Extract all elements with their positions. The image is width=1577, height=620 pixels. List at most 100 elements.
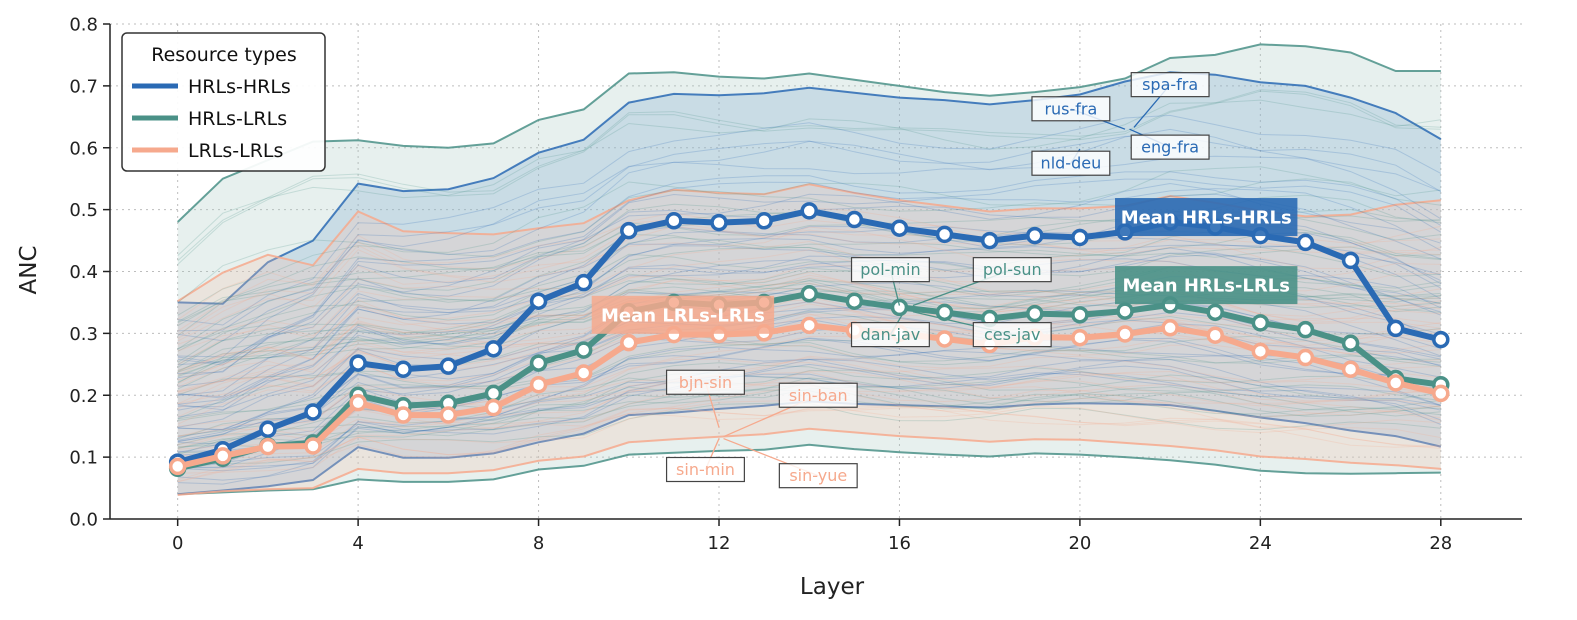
y-tick-label: 0.3 bbox=[69, 324, 98, 345]
annotation-dan-jav: dan-jav bbox=[850, 311, 930, 348]
mean-point-hrl_hrl bbox=[890, 219, 909, 237]
annotation-sin-ban: sin-ban bbox=[723, 382, 858, 438]
annotation-text: ces-jav bbox=[984, 325, 1040, 344]
mean-point-lrl_lrl bbox=[394, 406, 412, 424]
y-tick-label: 0.0 bbox=[69, 510, 98, 531]
pair-line-hrl_lrl bbox=[177, 341, 1441, 420]
mean-label-lrl_lrl: Mean LRLs-LRLs bbox=[591, 295, 775, 334]
pair-line-hrl_hrl bbox=[177, 358, 1441, 472]
pair-line-lrl_lrl bbox=[177, 370, 1441, 449]
band-hrl_lrl bbox=[177, 44, 1441, 495]
pair-line-lrl_lrl bbox=[177, 344, 1441, 427]
mean-point-lrl_lrl bbox=[1116, 325, 1134, 343]
annotation-sin-min: sin-min bbox=[665, 438, 745, 483]
y-tick-label: 0.6 bbox=[69, 138, 98, 159]
pair-line-lrl_lrl bbox=[177, 335, 1441, 425]
pair-line-hrl_lrl bbox=[177, 99, 1441, 256]
y-tick-label: 0.5 bbox=[69, 200, 98, 221]
mean-point-lrl_lrl bbox=[1432, 384, 1450, 403]
mean-point-lrl_lrl bbox=[1341, 360, 1360, 379]
annotation-sin-yue: sin-yue bbox=[723, 437, 858, 489]
annotation-box bbox=[1031, 150, 1111, 176]
mean-point-hrl_hrl bbox=[980, 231, 999, 250]
mean-label-text: Mean HRLs-LRLs bbox=[1122, 276, 1289, 297]
annotation-rus-fra: rus-fra bbox=[1031, 96, 1126, 130]
pair-line-hrl_hrl bbox=[177, 371, 1441, 481]
pair-line-hrl_hrl bbox=[177, 114, 1442, 326]
mean-point-hrl_lrl bbox=[574, 341, 593, 359]
mean-point-lrl_lrl bbox=[484, 398, 503, 417]
pair-line-hrl_lrl bbox=[177, 377, 1441, 446]
annotation-box bbox=[1130, 134, 1210, 160]
legend: Resource types HRLs-HRLs HRLs-LRLs LRLs-… bbox=[121, 32, 326, 172]
pair-line-hrl_hrl bbox=[177, 182, 1441, 366]
mean-point-hrl_hrl bbox=[845, 210, 864, 229]
annotations: Mean HRLs-HRLs Mean HRLs-LRLs Mean LRLs-LR… bbox=[591, 72, 1298, 489]
x-tick-label: 24 bbox=[1249, 533, 1272, 554]
mean-point-lrl_lrl bbox=[439, 406, 458, 424]
annotation-box bbox=[665, 369, 745, 395]
pair-line-lrl_lrl bbox=[177, 226, 1441, 336]
pair-line-hrl_lrl bbox=[177, 166, 1441, 304]
pair-line-hrl_lrl bbox=[177, 332, 1441, 420]
band-lrl_lrl bbox=[177, 184, 1441, 495]
mean-point-lrl_lrl bbox=[1161, 319, 1179, 337]
mean-point-lrl_lrl bbox=[1251, 342, 1270, 361]
x-tick-label: 12 bbox=[708, 533, 731, 554]
mean-point-hrl_hrl bbox=[1432, 330, 1450, 349]
mean-label-box bbox=[591, 295, 775, 334]
mean-point-hrl_lrl bbox=[1341, 334, 1360, 353]
mean-label-text: Mean LRLs-LRLs bbox=[601, 305, 765, 326]
axes: 0.0 0.1 0.2 0.3 0.4 0.5 0.6 0.7 0.8 0 4 8 12 16 20 24 28 bbox=[69, 15, 1522, 554]
y-tick-label: 0.8 bbox=[69, 15, 98, 36]
annotation-pol-min: pol-min bbox=[850, 257, 930, 306]
pair-line-lrl_lrl bbox=[177, 358, 1441, 446]
pair-line-hrl_hrl bbox=[177, 244, 1442, 408]
pair-line-lrl_lrl bbox=[177, 221, 1441, 340]
pair-line-hrl_hrl bbox=[177, 171, 1442, 364]
mean-point-hrl_lrl bbox=[484, 384, 503, 403]
mean-point-hrl_lrl bbox=[1026, 304, 1044, 323]
pair-line-hrl_lrl bbox=[177, 90, 1441, 265]
annotation-text: nld-deu bbox=[1041, 154, 1102, 173]
mean-point-hrl_hrl bbox=[439, 357, 458, 375]
annotation-box bbox=[778, 382, 858, 408]
pair-line-hrl_hrl bbox=[177, 178, 1442, 366]
mean-point-hrl_hrl bbox=[484, 340, 503, 358]
pair-line-hrl_hrl bbox=[177, 247, 1441, 405]
y-tick-label: 0.2 bbox=[69, 386, 98, 407]
annotation-text: sin-yue bbox=[789, 466, 847, 485]
legend-label-lrl-lrl: LRLs-LRLs bbox=[188, 140, 283, 162]
legend-label-hrl-lrl: HRLs-LRLs bbox=[188, 108, 287, 130]
pair-line-hrl_lrl bbox=[177, 246, 1441, 350]
pair-line-hrl_hrl bbox=[177, 254, 1441, 418]
pair-line-hrl_lrl bbox=[177, 310, 1441, 396]
annotation-text: sin-min bbox=[676, 460, 735, 479]
y-tick-label: 0.7 bbox=[69, 76, 98, 97]
mean-point-hrl_lrl bbox=[800, 285, 818, 303]
annotation-bjn-sin: bjn-sin bbox=[665, 369, 745, 428]
mean-point-lrl_lrl bbox=[574, 364, 593, 382]
mean-point-hrl_lrl bbox=[890, 298, 909, 317]
legend-title: Resource types bbox=[151, 44, 297, 66]
pair-line-hrl_hrl bbox=[177, 372, 1441, 485]
band-upper-hrl_hrl bbox=[177, 71, 1442, 305]
pair-line-hrl_hrl bbox=[177, 188, 1442, 375]
annotation-text: pol-min bbox=[860, 260, 920, 279]
mean-point-lrl_lrl bbox=[349, 393, 367, 412]
band-lower-hrl_lrl bbox=[177, 443, 1441, 496]
mean-point-hrl_hrl bbox=[259, 420, 277, 439]
mean-point-hrl_hrl bbox=[1296, 233, 1315, 252]
annotation-eng-fra: eng-fra bbox=[1129, 128, 1210, 160]
mean-point-hrl_hrl bbox=[529, 292, 548, 310]
band-lower-lrl_lrl bbox=[177, 427, 1441, 496]
annotation-text: rus-fra bbox=[1044, 99, 1097, 118]
y-axis-label: ANC bbox=[16, 246, 42, 295]
mean-label-hrl_hrl: Mean HRLs-HRLs bbox=[1115, 198, 1298, 237]
pair-line-hrl_hrl bbox=[177, 252, 1441, 411]
pair-line-lrl_lrl bbox=[177, 380, 1441, 456]
pair-line-lrl_lrl bbox=[177, 314, 1441, 405]
mean-point-lrl_lrl bbox=[1206, 326, 1224, 344]
mean-point-lrl_lrl bbox=[259, 437, 277, 456]
pair-line-hrl_lrl bbox=[177, 231, 1441, 352]
